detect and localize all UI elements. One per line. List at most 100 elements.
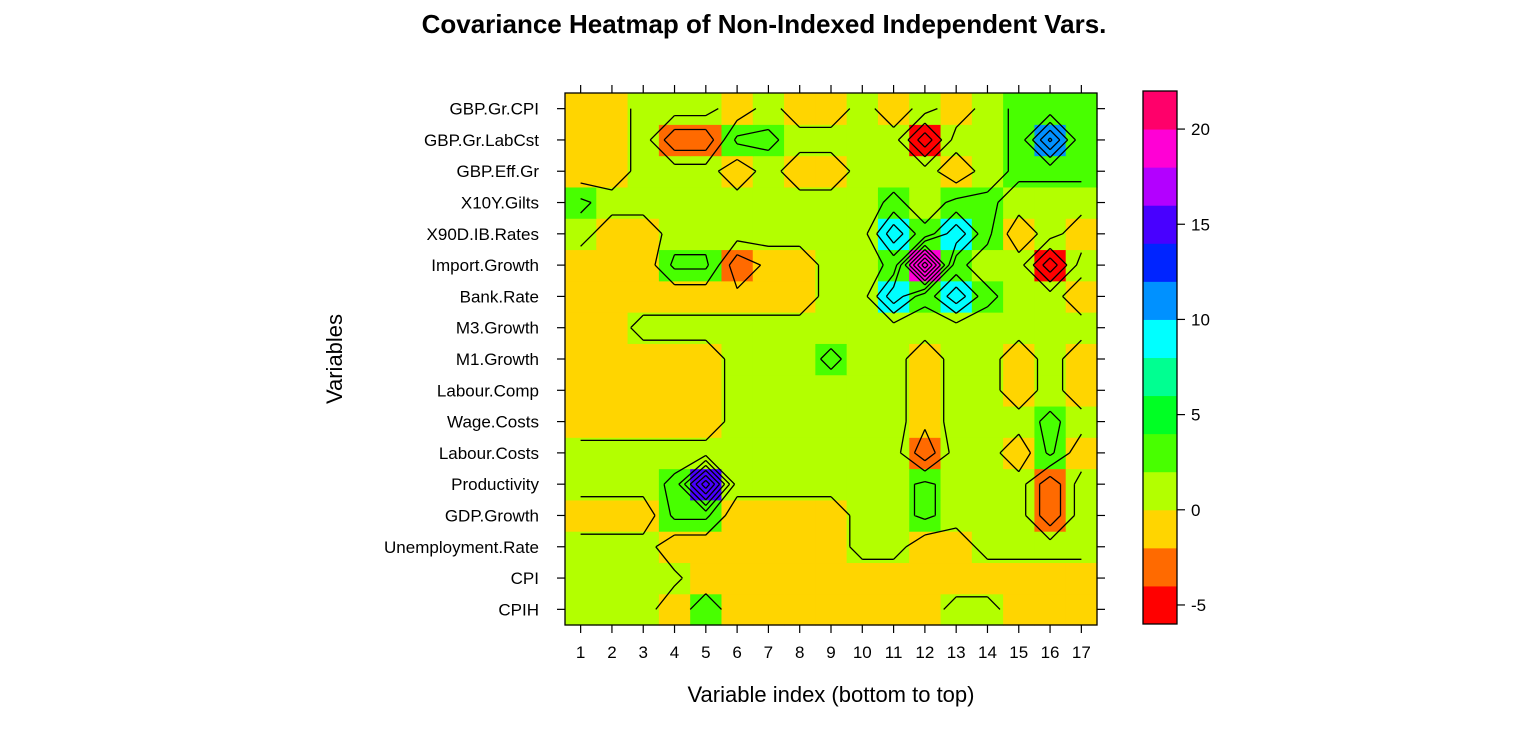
heatmap-cell bbox=[846, 249, 879, 282]
colorbar-segment bbox=[1143, 91, 1177, 130]
heatmap-cell bbox=[940, 374, 973, 407]
colorbar-segment bbox=[1143, 471, 1177, 511]
heatmap-cell bbox=[971, 312, 1004, 344]
y-tick-label: GBP.Eff.Gr bbox=[456, 162, 539, 181]
heatmap-cell bbox=[877, 593, 910, 626]
heatmap-cell bbox=[815, 124, 848, 157]
heatmap-cell bbox=[596, 405, 629, 438]
y-tick-label: X90D.IB.Rates bbox=[427, 225, 539, 244]
x-tick-label: 9 bbox=[826, 643, 835, 662]
contour-line bbox=[689, 129, 1061, 501]
heatmap-cell bbox=[565, 249, 597, 282]
heatmap-cell bbox=[658, 155, 691, 188]
heatmap-cell bbox=[815, 218, 848, 251]
heatmap-cell bbox=[971, 218, 1004, 251]
heatmap-cell bbox=[627, 312, 660, 344]
heatmap-cell bbox=[971, 343, 1004, 376]
heatmap-cell bbox=[815, 186, 848, 219]
colorbar-segment bbox=[1143, 395, 1177, 435]
heatmap-cell bbox=[784, 437, 816, 470]
heatmap-cell bbox=[721, 155, 754, 188]
heatmap-cell bbox=[721, 405, 754, 438]
y-tick-label: M3.Growth bbox=[456, 319, 539, 338]
heatmap-cell bbox=[1034, 93, 1067, 125]
x-tick-label: 17 bbox=[1072, 643, 1091, 662]
heatmap-cell bbox=[1003, 468, 1036, 501]
heatmap-cell bbox=[846, 593, 879, 626]
heatmap-cell bbox=[784, 374, 816, 407]
heatmap-cell bbox=[1034, 343, 1067, 376]
heatmap-cell bbox=[940, 499, 973, 532]
heatmap-cell bbox=[690, 343, 723, 376]
x-tick-label: 5 bbox=[701, 643, 710, 662]
heatmap-cell bbox=[971, 437, 1004, 470]
heatmap-cell bbox=[784, 312, 816, 344]
heatmap-cell bbox=[846, 405, 879, 438]
heatmap-cell bbox=[752, 374, 785, 407]
y-axis: CPIH CPI Unemployment.Rate GDP.Growth Produc… bbox=[384, 100, 1105, 619]
heatmap-cell bbox=[690, 562, 723, 595]
heatmap-cell bbox=[690, 312, 723, 344]
y-tick-label: CPI bbox=[511, 569, 539, 588]
heatmap-cell bbox=[658, 93, 691, 125]
heatmap-cell bbox=[784, 499, 816, 532]
heatmap-cell bbox=[690, 186, 723, 219]
heatmap-cell bbox=[940, 93, 973, 125]
heatmap-cell bbox=[815, 531, 848, 564]
heatmap-cell bbox=[1065, 155, 1098, 188]
heatmap-cell bbox=[658, 280, 691, 313]
heatmap-cell bbox=[971, 562, 1004, 595]
heatmap-cell bbox=[565, 593, 597, 626]
heatmap-cell bbox=[846, 468, 879, 501]
colorbar-segment bbox=[1143, 205, 1177, 244]
heatmap-cell bbox=[1065, 593, 1098, 626]
heatmap-cell bbox=[721, 437, 754, 470]
heatmap-cell bbox=[1034, 312, 1067, 344]
contour-line bbox=[701, 253, 937, 489]
heatmap-cell bbox=[721, 124, 754, 157]
heatmap-cell bbox=[815, 437, 848, 470]
heatmap-cell bbox=[815, 499, 848, 532]
x-tick-label: 15 bbox=[1009, 643, 1028, 662]
contour-line bbox=[580, 107, 1083, 610]
colorbar-segment bbox=[1143, 433, 1177, 473]
x-tick-label: 13 bbox=[947, 643, 966, 662]
heatmap-cell bbox=[846, 562, 879, 595]
heatmap-cell bbox=[596, 124, 629, 157]
colorbar-segment bbox=[1143, 319, 1177, 358]
heatmap-cell bbox=[565, 280, 597, 313]
heatmap-cell bbox=[658, 531, 691, 564]
heatmap-cell bbox=[1034, 124, 1067, 157]
colorbar-tick-label: 10 bbox=[1191, 310, 1210, 329]
heatmap-cell bbox=[846, 531, 879, 564]
heatmap-cell bbox=[690, 593, 723, 626]
heatmap-cell bbox=[690, 405, 723, 438]
heatmap-cell bbox=[815, 405, 848, 438]
heatmap-cell bbox=[627, 405, 660, 438]
heatmap-cell bbox=[752, 186, 785, 219]
x-axis: 1 2 3 4 5 6 7 8 9 10 11 12 13 14 15 16 17 bbox=[576, 85, 1091, 662]
heatmap-cell bbox=[1065, 468, 1098, 501]
heatmap-cell bbox=[658, 343, 691, 376]
colorbar-segment bbox=[1143, 547, 1177, 587]
contour-line bbox=[663, 122, 1068, 527]
heatmap-cell bbox=[846, 155, 879, 188]
heatmap-cell bbox=[752, 280, 785, 313]
heatmap-cell bbox=[596, 186, 629, 219]
heatmap-cell bbox=[815, 374, 848, 407]
heatmap-cell bbox=[752, 468, 785, 501]
y-tick-label: M1.Growth bbox=[456, 350, 539, 369]
colorbar-segment bbox=[1143, 129, 1177, 168]
colorbar-segment bbox=[1143, 357, 1177, 397]
heatmap-cell bbox=[721, 499, 754, 532]
heatmap-cell bbox=[1034, 562, 1067, 595]
heatmap-cell bbox=[721, 343, 754, 376]
heatmap-cell bbox=[658, 218, 691, 251]
heatmap-cell bbox=[846, 343, 879, 376]
contour-line bbox=[678, 114, 1076, 512]
heatmap-cell bbox=[658, 374, 691, 407]
heatmap-cell bbox=[1003, 249, 1036, 282]
heatmap-cell bbox=[1003, 499, 1036, 532]
chart-title: Covariance Heatmap of Non-Indexed Indepe… bbox=[422, 9, 1107, 39]
x-tick-label: 7 bbox=[764, 643, 773, 662]
